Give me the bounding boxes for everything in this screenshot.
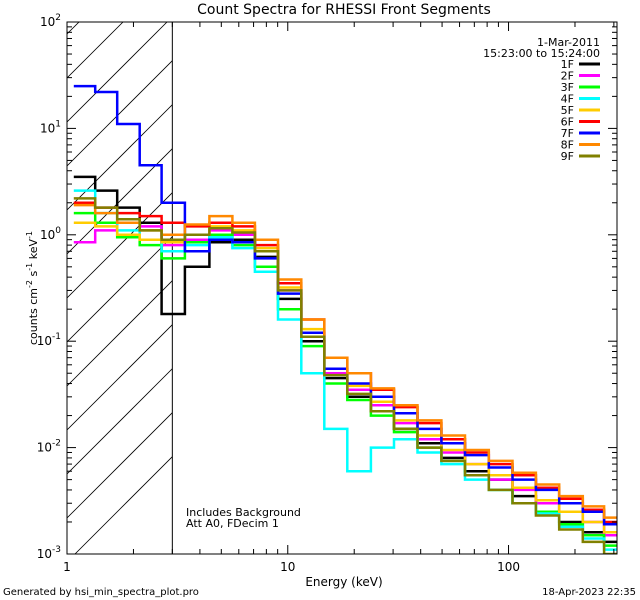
y-label-exp-1: -2 (25, 280, 34, 288)
y-label-unit-kev: keV (27, 239, 40, 263)
series-line-7F (73, 84, 617, 526)
x-tick-label: 10 (280, 560, 295, 574)
y-label-exp-2: -1 (25, 263, 34, 271)
legend-time-range: 15:23:00 to 15:24:00 (483, 47, 600, 60)
hatch-line (67, 280, 173, 387)
hatch-line (67, 22, 124, 79)
y-tick-label: 10-3 (37, 545, 61, 561)
x-tick-label: 100 (497, 560, 520, 574)
annotation-attenuator: Att A0, FDecim 1 (186, 517, 279, 530)
series-line-3F (73, 211, 617, 547)
annotation-background: Includes Background (186, 506, 301, 519)
hatch-line (67, 22, 80, 35)
y-tick-label: 10-2 (37, 439, 61, 455)
footer-generated-by: Generated by hsi_min_spectra_plot.pro (3, 587, 199, 598)
legend-label-3F: 3F (561, 81, 574, 94)
y-tick-label: 10-1 (37, 332, 61, 348)
series-line-9F (73, 197, 617, 554)
legend-label-8F: 8F (561, 139, 574, 152)
legend-date: 1-Mar-2011 (537, 36, 600, 49)
hatch-line (67, 236, 173, 343)
hatched-region (67, 22, 173, 554)
y-tick-label: 100 (40, 226, 61, 242)
legend-label-6F: 6F (561, 116, 574, 129)
y-tick-label: 102 (40, 13, 61, 29)
hatch-line (67, 368, 173, 475)
x-tick-label: 1 (63, 560, 71, 574)
y-label-unit-counts: counts cm (27, 288, 40, 345)
legend-label-9F: 9F (561, 150, 574, 163)
hatch-line (67, 192, 173, 299)
legend-label-4F: 4F (561, 93, 574, 106)
footer-timestamp: 18-Apr-2023 22:35 (542, 587, 636, 598)
hatch-line (67, 104, 173, 211)
legend-label-1F: 1F (561, 58, 574, 71)
hatch-line (67, 22, 168, 123)
hatch-line (74, 456, 173, 554)
legend-label-2F: 2F (561, 70, 574, 83)
y-tick-label: 101 (40, 119, 61, 135)
chart-title: Count Spectra for RHESSI Front Segments (197, 2, 491, 18)
y-axis-label: counts cm-2 s-1 keV-1 (25, 231, 40, 345)
series-line-6F (73, 201, 617, 524)
plot-frame (66, 21, 618, 555)
hatch-line (67, 324, 173, 431)
hatch-line (67, 60, 173, 167)
legend-label-5F: 5F (561, 104, 574, 117)
series-line-5F (73, 221, 617, 534)
y-label-unit-s: s (27, 270, 40, 279)
legend-label-7F: 7F (561, 127, 574, 140)
x-axis-label: Energy (keV) (305, 575, 382, 589)
y-label-exp-3: -1 (25, 231, 34, 239)
hatch-line (67, 412, 173, 519)
